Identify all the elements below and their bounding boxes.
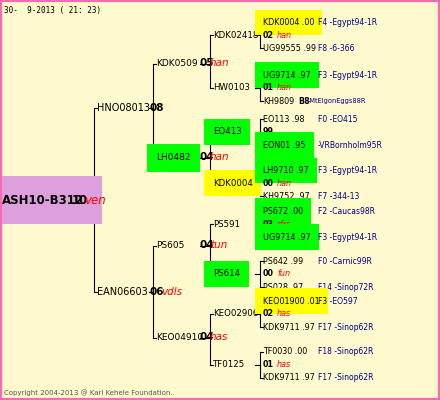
Text: 00: 00 (263, 270, 274, 278)
Text: 02: 02 (263, 310, 274, 318)
Text: KDK02418: KDK02418 (213, 31, 258, 40)
Text: F3 -Egypt94-1R: F3 -Egypt94-1R (318, 232, 377, 242)
Text: F8 -6-366: F8 -6-366 (318, 44, 355, 53)
Text: F3 -Egypt94-1R: F3 -Egypt94-1R (318, 166, 377, 175)
Text: 01: 01 (263, 360, 274, 369)
Text: fun: fun (277, 270, 290, 278)
Text: PS605: PS605 (156, 242, 184, 250)
Text: han: han (277, 31, 292, 40)
Text: B8: B8 (298, 96, 310, 106)
Text: F17 -Sinop62R: F17 -Sinop62R (318, 322, 374, 332)
Text: 10: 10 (72, 194, 88, 206)
Text: HNO08013: HNO08013 (97, 103, 150, 113)
Text: -VRBornholm95R: -VRBornholm95R (318, 140, 383, 150)
Text: han: han (277, 84, 292, 92)
Text: F3 -Egypt94-1R: F3 -Egypt94-1R (318, 70, 377, 80)
Text: UG9714 .97: UG9714 .97 (263, 70, 311, 80)
Text: F14 -Sinop72R: F14 -Sinop72R (318, 282, 374, 292)
Text: HW0103: HW0103 (213, 84, 250, 92)
Text: 00: 00 (263, 179, 274, 188)
Text: 03: 03 (263, 220, 274, 228)
Text: F2 -Caucas98R: F2 -Caucas98R (318, 206, 375, 216)
Text: sfrs: sfrs (277, 220, 291, 228)
Text: UG9714 .97: UG9714 .97 (263, 232, 311, 242)
Text: tun: tun (210, 240, 227, 250)
Text: 04: 04 (200, 332, 215, 342)
Text: F4 -Egypt94-1R: F4 -Egypt94-1R (318, 18, 377, 27)
Text: 02: 02 (263, 31, 274, 40)
Text: has: has (210, 332, 228, 342)
Text: EO413: EO413 (213, 128, 242, 136)
Text: KH9752 .97: KH9752 .97 (263, 192, 310, 201)
Text: F0 -EO415: F0 -EO415 (318, 114, 357, 124)
Text: PS614: PS614 (213, 270, 240, 278)
Text: F0 -Carnic99R: F0 -Carnic99R (318, 256, 372, 266)
Text: F7 -344-13: F7 -344-13 (318, 192, 359, 201)
Text: KDK0004: KDK0004 (213, 179, 253, 188)
Text: 05: 05 (200, 58, 215, 68)
Text: KDK0004 .00: KDK0004 .00 (263, 18, 314, 27)
Text: PS028 .97: PS028 .97 (263, 282, 303, 292)
Text: has: has (277, 360, 291, 369)
Text: KEO02906: KEO02906 (213, 310, 258, 318)
Text: has: has (277, 310, 291, 318)
Text: 08: 08 (149, 103, 164, 113)
Text: 04: 04 (200, 240, 215, 250)
Text: KDK0509: KDK0509 (156, 60, 198, 68)
Text: LH9710 .97: LH9710 .97 (263, 166, 309, 175)
Text: TF0030 .00: TF0030 .00 (263, 347, 307, 356)
Text: KEO01900 .01: KEO01900 .01 (263, 296, 319, 306)
Text: KH9809: KH9809 (263, 96, 294, 106)
Text: ASH10-B312: ASH10-B312 (2, 194, 84, 206)
Text: han: han (277, 179, 292, 188)
Text: Copyright 2004-2013 @ Karl Kehele Foundation.: Copyright 2004-2013 @ Karl Kehele Founda… (4, 389, 172, 396)
Text: F18 -Sinop62R: F18 -Sinop62R (318, 347, 374, 356)
Text: vdls: vdls (161, 287, 182, 297)
Text: F3 -EO597: F3 -EO597 (318, 296, 358, 306)
Text: EON01 .95: EON01 .95 (263, 140, 305, 150)
Text: ven: ven (84, 194, 106, 206)
Text: -MtElgonEggs88R: -MtElgonEggs88R (308, 98, 367, 104)
Text: EO113 .98: EO113 .98 (263, 114, 304, 124)
Text: han: han (210, 152, 230, 162)
Text: PS672 .00: PS672 .00 (263, 206, 303, 216)
Text: 06: 06 (149, 287, 164, 297)
Text: 01: 01 (263, 84, 274, 92)
Text: 30-  9-2013 ( 21: 23): 30- 9-2013 ( 21: 23) (4, 6, 101, 15)
Text: KDK9711 .97: KDK9711 .97 (263, 322, 315, 332)
Text: PS642 .99: PS642 .99 (263, 256, 303, 266)
Text: KEO04910: KEO04910 (156, 334, 203, 342)
Text: PS591: PS591 (213, 220, 240, 228)
Text: han: han (210, 58, 230, 68)
Text: LH0482: LH0482 (156, 154, 191, 162)
Text: KDK9711 .97: KDK9711 .97 (263, 373, 315, 382)
Text: 99: 99 (263, 128, 274, 136)
Text: F17 -Sinop62R: F17 -Sinop62R (318, 373, 374, 382)
Text: UG99555 .99: UG99555 .99 (263, 44, 316, 53)
Text: EAN06603: EAN06603 (97, 287, 148, 297)
Text: 04: 04 (200, 152, 215, 162)
Text: TF0125: TF0125 (213, 360, 245, 369)
